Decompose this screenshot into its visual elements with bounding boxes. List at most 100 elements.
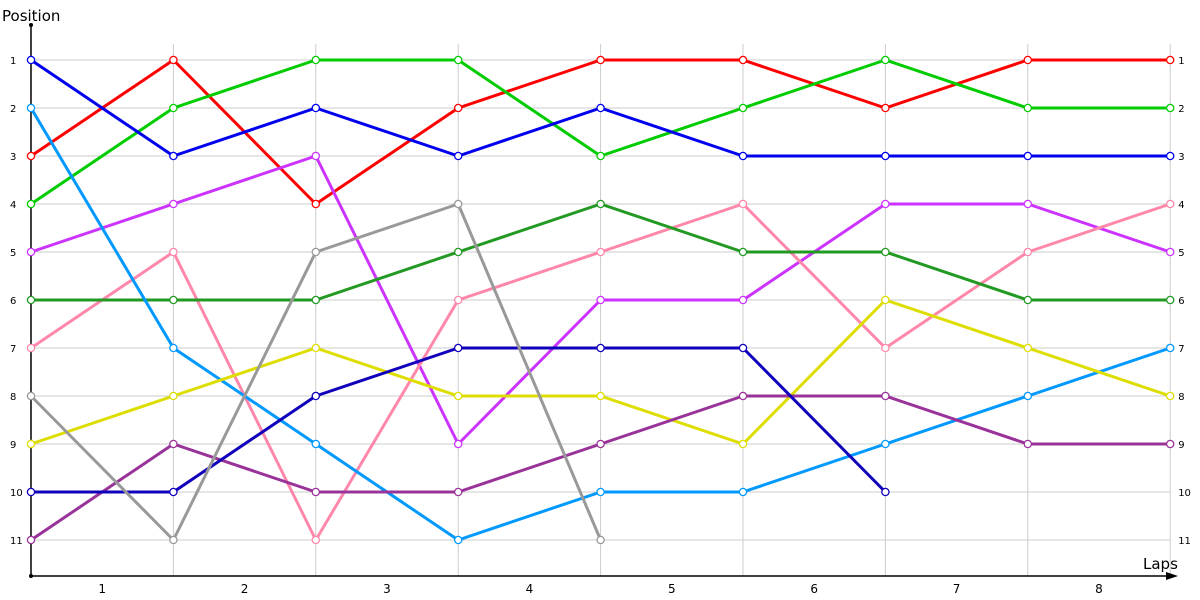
data-point-yellow bbox=[738, 439, 748, 449]
x-tick-label: 5 bbox=[668, 582, 676, 596]
y-tick-label-right: 11 bbox=[1178, 536, 1191, 547]
data-point-green bbox=[169, 103, 178, 113]
y-tick-label-right: 1 bbox=[1178, 56, 1184, 67]
y-tick-label-right: 7 bbox=[1178, 344, 1184, 355]
data-point-navy bbox=[26, 487, 36, 497]
data-point-blue bbox=[311, 103, 321, 113]
data-point-navy bbox=[881, 487, 890, 497]
data-point-purple bbox=[26, 535, 36, 545]
data-point-green bbox=[881, 55, 890, 65]
data-point-navy bbox=[169, 487, 178, 497]
data-point-violet bbox=[311, 151, 321, 161]
y-tick-label-right: 10 bbox=[1178, 488, 1191, 499]
data-point-dark-green bbox=[26, 295, 36, 305]
data-point-yellow bbox=[311, 343, 321, 353]
x-tick-label: 4 bbox=[526, 582, 534, 596]
data-point-pink bbox=[1165, 199, 1175, 209]
data-point-dark-green bbox=[1023, 295, 1033, 305]
data-point-sky-blue bbox=[738, 487, 748, 497]
data-point-dark-green bbox=[596, 199, 605, 209]
data-point-blue bbox=[596, 103, 605, 113]
data-point-blue bbox=[169, 151, 178, 161]
x-tick-label: 1 bbox=[98, 582, 106, 596]
data-point-purple bbox=[169, 439, 178, 449]
data-point-sky-blue bbox=[453, 535, 463, 545]
data-point-pink bbox=[169, 247, 178, 257]
data-point-violet bbox=[1023, 199, 1033, 209]
data-point-violet bbox=[26, 247, 36, 257]
data-point-red bbox=[1023, 55, 1033, 65]
y-tick-label-right: 5 bbox=[1178, 248, 1184, 259]
data-point-purple bbox=[1023, 439, 1033, 449]
data-point-navy bbox=[311, 391, 321, 401]
y-tick-label: 2 bbox=[10, 104, 16, 115]
x-tick-label: 6 bbox=[810, 582, 818, 596]
data-point-red bbox=[26, 151, 36, 161]
data-point-red bbox=[881, 103, 890, 113]
data-point-purple bbox=[453, 487, 463, 497]
data-point-dark-green bbox=[1165, 295, 1175, 305]
y-tick-label-right: 6 bbox=[1178, 296, 1184, 307]
data-point-purple bbox=[311, 487, 321, 497]
y-axis-label: Position bbox=[2, 7, 60, 25]
data-point-dark-green bbox=[169, 295, 178, 305]
y-tick-label-right: 3 bbox=[1178, 152, 1184, 163]
data-point-pink bbox=[311, 535, 321, 545]
y-tick-label: 7 bbox=[10, 344, 16, 355]
y-tick-label: 1 bbox=[10, 56, 16, 67]
data-point-green bbox=[596, 151, 605, 161]
x-tick-label: 3 bbox=[383, 582, 391, 596]
data-point-yellow bbox=[596, 391, 605, 401]
data-point-green bbox=[1023, 103, 1033, 113]
data-point-blue bbox=[881, 151, 890, 161]
data-point-blue bbox=[738, 151, 748, 161]
data-point-blue bbox=[1165, 151, 1175, 161]
data-point-purple bbox=[596, 439, 605, 449]
data-point-green bbox=[1165, 103, 1175, 113]
data-point-green bbox=[453, 55, 463, 65]
data-point-sky-blue bbox=[596, 487, 605, 497]
x-tick-label: 8 bbox=[1095, 582, 1103, 596]
y-tick-label: 10 bbox=[10, 488, 23, 499]
data-point-sky-blue bbox=[1023, 391, 1033, 401]
data-point-green bbox=[311, 55, 321, 65]
data-point-gray bbox=[596, 535, 605, 545]
data-point-sky-blue bbox=[169, 343, 178, 353]
data-point-pink bbox=[1023, 247, 1033, 257]
data-point-red bbox=[596, 55, 605, 65]
data-point-blue bbox=[453, 151, 463, 161]
data-point-sky-blue bbox=[881, 439, 890, 449]
y-tick-label: 5 bbox=[10, 248, 16, 259]
data-point-yellow bbox=[881, 295, 890, 305]
data-point-pink bbox=[453, 295, 463, 305]
data-point-violet bbox=[738, 295, 748, 305]
y-tick-label: 11 bbox=[10, 536, 23, 547]
data-point-yellow bbox=[26, 439, 36, 449]
data-point-gray bbox=[453, 199, 463, 209]
data-point-yellow bbox=[169, 391, 178, 401]
data-point-pink bbox=[26, 343, 36, 353]
data-point-red bbox=[453, 103, 463, 113]
data-point-blue bbox=[26, 55, 36, 65]
data-point-violet bbox=[169, 199, 178, 209]
data-point-violet bbox=[453, 439, 463, 449]
data-point-purple bbox=[738, 391, 748, 401]
data-point-yellow bbox=[1165, 391, 1175, 401]
data-point-sky-blue bbox=[1165, 343, 1175, 353]
data-point-red bbox=[169, 55, 178, 65]
data-point-pink bbox=[881, 343, 890, 353]
data-point-dark-green bbox=[453, 247, 463, 257]
y-tick-label: 9 bbox=[10, 440, 16, 451]
data-point-pink bbox=[596, 247, 605, 257]
data-point-sky-blue bbox=[311, 439, 321, 449]
y-tick-label: 4 bbox=[10, 200, 16, 211]
y-tick-label: 3 bbox=[10, 152, 16, 163]
data-point-purple bbox=[1165, 439, 1175, 449]
data-point-sky-blue bbox=[26, 103, 36, 113]
y-tick-label: 6 bbox=[10, 296, 16, 307]
data-point-gray bbox=[169, 535, 178, 545]
x-axis-label: Laps bbox=[1143, 555, 1178, 573]
y-tick-label-right: 4 bbox=[1178, 200, 1184, 211]
data-point-dark-green bbox=[881, 247, 890, 257]
